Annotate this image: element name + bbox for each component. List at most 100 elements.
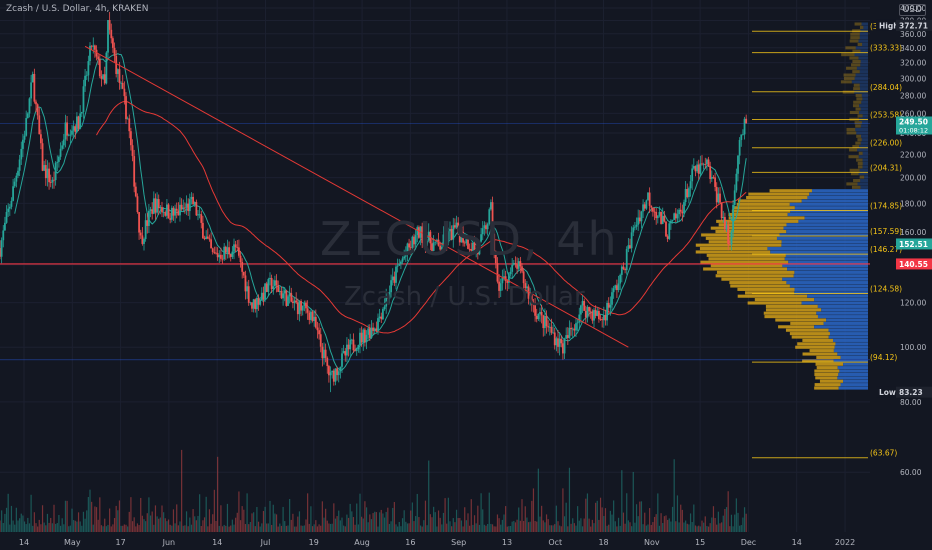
volume-bar <box>215 520 217 532</box>
volume-profile-bar <box>860 59 868 63</box>
candle-body <box>161 207 163 213</box>
candle-body <box>509 271 512 275</box>
volume-profile-bar <box>737 294 808 298</box>
volume-bar <box>657 493 659 532</box>
candle-body <box>557 338 559 347</box>
volume-bar <box>701 520 703 532</box>
currency-label[interactable]: USD <box>898 4 926 16</box>
volume-bar <box>578 520 580 532</box>
volume-bar <box>210 523 212 532</box>
candle-body <box>180 204 183 210</box>
volume-bar <box>131 521 134 532</box>
volume-bar <box>244 524 247 532</box>
volume-bar <box>506 526 508 532</box>
candle-body <box>177 210 180 216</box>
volume-bar <box>680 504 682 532</box>
volume-profile-bar <box>783 226 868 230</box>
volume-bar <box>573 523 575 532</box>
x-tick-label: 13 <box>502 538 512 547</box>
volume-profile-bar <box>838 386 868 390</box>
volume-bar <box>526 517 528 532</box>
volume-bar <box>40 524 42 532</box>
candle-body <box>607 302 610 308</box>
volume-profile-bar <box>793 274 868 278</box>
volume-bar <box>311 526 314 532</box>
volume-bar <box>112 524 114 532</box>
volume-bar <box>400 526 402 532</box>
last-price-tag: 249.50 <box>899 118 928 127</box>
volume-bar <box>645 525 647 532</box>
high-value-bg <box>896 19 932 31</box>
candle-body <box>396 265 399 267</box>
volume-bar <box>187 526 189 532</box>
volume-bar <box>593 523 595 532</box>
volume-bar <box>228 526 230 532</box>
volume-profile-bar <box>737 199 802 203</box>
candle-body <box>684 188 687 203</box>
volume-profile-bar <box>857 182 868 186</box>
candle-body <box>652 207 654 212</box>
volume-profile-bar <box>828 335 868 339</box>
price-markers: High 372.71 Low 83.23 140.55 152.51 249.5001:0… <box>876 19 932 398</box>
volume-profile-bar <box>855 127 868 132</box>
volume-bar <box>655 514 657 532</box>
volume-profile-bar <box>809 349 834 353</box>
candle-body <box>367 328 370 335</box>
volume-bar <box>717 511 719 532</box>
volume-bar <box>349 503 351 532</box>
volume-profile-bar <box>789 332 830 336</box>
volume-bar <box>585 498 587 532</box>
volume-bar <box>14 524 16 532</box>
candle-body <box>434 241 437 243</box>
fibonacci-levels: (363.77)(333.33)(284.04)(253.58)(226.00)… <box>752 22 902 459</box>
candle-body <box>570 327 572 330</box>
volume-bar <box>25 524 27 532</box>
volume-profile-bar <box>862 158 868 162</box>
volume-bar <box>426 525 428 532</box>
volume-profile-bar <box>816 355 841 359</box>
volume-bar <box>431 517 433 532</box>
volume-bar <box>730 514 733 532</box>
candle-body <box>166 204 168 216</box>
candle-body <box>272 286 275 290</box>
volume-profile-bar <box>765 304 818 308</box>
x-tick-label: Nov <box>644 538 660 547</box>
candle-body <box>614 285 617 289</box>
volume-bar <box>120 525 122 532</box>
volume-bar <box>249 521 251 532</box>
candle-body <box>702 163 705 165</box>
volume-bar <box>86 510 88 532</box>
candle-body <box>115 55 118 74</box>
volume-bar <box>243 509 245 532</box>
volume-bar <box>30 494 32 532</box>
volume-bar <box>331 523 333 532</box>
fib-label: (284.04) <box>870 83 902 92</box>
volume-bar <box>336 516 338 532</box>
resistance-trendline <box>84 45 629 348</box>
volume-bar <box>12 520 14 532</box>
candle-body <box>660 211 662 224</box>
candle-body <box>293 300 296 304</box>
trendline[interactable] <box>84 45 629 348</box>
volume-bar <box>200 526 202 532</box>
volume-bar <box>501 519 503 532</box>
candle-body <box>501 277 504 284</box>
x-tick-label: Jun <box>162 538 176 547</box>
candle-body <box>202 222 204 239</box>
time-axis[interactable]: 14 May 17 Jun 14 Jul 19 Aug 16 Sep 13 Oct 18 Nov 15 Dec… <box>19 538 855 547</box>
symbol-header[interactable]: Zcash / U.S. Dollar, 4h, KRAKEN <box>6 4 149 14</box>
volume-bar <box>619 525 621 532</box>
candle-body <box>228 247 230 255</box>
volume-bar <box>233 524 235 532</box>
candle-body <box>141 235 144 244</box>
candle-body <box>588 306 590 312</box>
volume-bar <box>102 526 104 532</box>
volume-profile-bar <box>767 247 868 251</box>
volume-bar <box>416 493 418 532</box>
candle-body <box>125 96 127 120</box>
candle-body <box>691 168 694 182</box>
candle-body <box>267 279 270 292</box>
volume-bar <box>536 521 538 532</box>
volume-bar <box>379 512 381 532</box>
